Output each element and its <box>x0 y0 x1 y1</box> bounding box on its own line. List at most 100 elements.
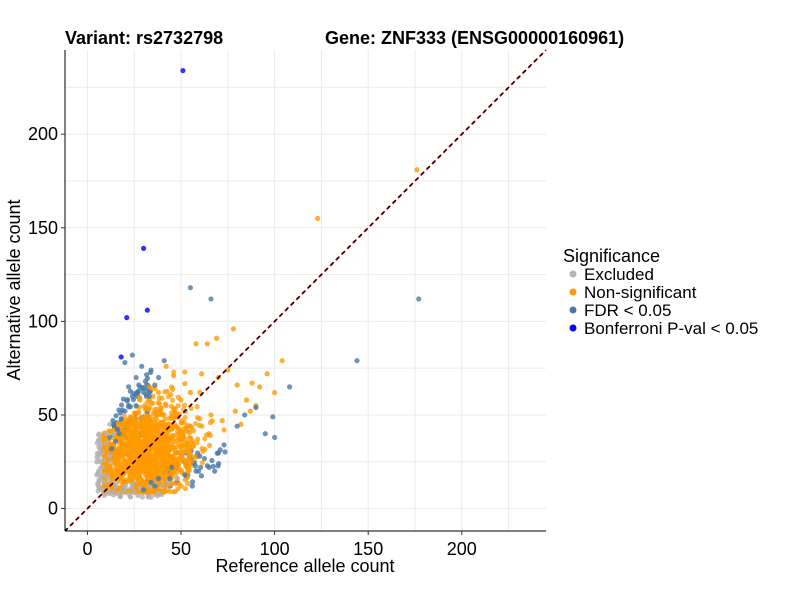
point-non-significant <box>114 468 121 474</box>
point-non-significant <box>153 441 159 447</box>
point-non-significant <box>175 441 182 448</box>
point-non-significant <box>197 416 203 422</box>
legend-title: Significance <box>563 246 660 266</box>
point-excluded <box>148 494 154 500</box>
point-non-significant <box>136 441 142 447</box>
point-non-significant <box>130 421 136 427</box>
point-non-significant <box>176 465 182 471</box>
point-fdr <box>270 414 276 420</box>
point-fdr <box>210 463 216 469</box>
point-non-significant <box>243 397 250 403</box>
point-non-significant <box>158 405 164 412</box>
point-fdr <box>137 384 143 390</box>
point-excluded <box>107 421 113 427</box>
point-non-significant <box>194 404 200 410</box>
point-excluded <box>126 490 132 497</box>
point-non-significant <box>257 384 263 390</box>
point-fdr <box>146 393 152 399</box>
point-non-significant <box>206 442 213 448</box>
point-non-significant <box>154 451 160 457</box>
legend-swatch <box>569 270 577 278</box>
point-non-significant <box>164 465 170 472</box>
point-non-significant <box>123 443 129 449</box>
point-fdr <box>133 403 139 409</box>
point-non-significant <box>163 403 169 409</box>
point-non-significant <box>119 440 125 446</box>
point-non-significant <box>155 389 162 396</box>
point-fdr <box>148 367 154 373</box>
point-excluded <box>96 453 102 459</box>
point-excluded <box>139 494 145 500</box>
point-non-significant <box>136 477 142 483</box>
point-fdr <box>190 479 196 485</box>
point-bonferroni <box>124 315 130 321</box>
reference-line <box>64 49 547 532</box>
point-non-significant <box>169 384 175 390</box>
point-fdr <box>133 374 139 381</box>
point-non-significant <box>112 461 118 467</box>
point-excluded <box>122 483 128 489</box>
point-excluded <box>174 475 180 482</box>
x-tick-label: 150 <box>353 539 383 559</box>
point-fdr <box>142 378 149 384</box>
point-excluded <box>122 487 128 493</box>
x-axis-label: Reference allele count <box>215 556 394 576</box>
point-non-significant <box>140 467 146 473</box>
point-fdr <box>113 413 119 419</box>
y-tick-label: 150 <box>28 218 58 238</box>
point-non-significant <box>169 433 175 439</box>
point-excluded <box>99 464 106 470</box>
point-fdr <box>197 453 203 459</box>
point-non-significant <box>185 440 191 446</box>
point-fdr <box>272 434 278 441</box>
point-non-significant <box>184 458 190 464</box>
point-excluded <box>96 483 102 489</box>
point-bonferroni <box>141 245 147 251</box>
point-non-significant <box>181 402 188 408</box>
point-non-significant <box>176 481 182 487</box>
point-non-significant <box>163 439 169 445</box>
y-tick-label: 200 <box>28 124 58 144</box>
point-non-significant <box>234 382 240 388</box>
point-non-significant <box>144 400 150 406</box>
point-non-significant <box>142 404 149 411</box>
point-non-significant <box>133 469 139 475</box>
point-fdr <box>152 483 158 489</box>
point-non-significant <box>176 461 182 467</box>
point-fdr <box>217 447 223 453</box>
point-non-significant <box>199 371 205 377</box>
point-fdr <box>167 475 173 482</box>
point-non-significant <box>213 335 220 341</box>
point-non-significant <box>175 403 181 409</box>
point-fdr <box>129 352 135 358</box>
point-non-significant <box>113 450 119 456</box>
point-non-significant <box>109 476 116 482</box>
point-non-significant <box>199 460 206 466</box>
point-non-significant <box>162 416 168 422</box>
point-non-significant <box>167 489 173 495</box>
point-fdr <box>124 396 131 403</box>
point-excluded <box>97 475 104 482</box>
point-non-significant <box>137 462 143 468</box>
point-non-significant <box>149 461 155 467</box>
point-non-significant <box>187 389 193 396</box>
point-fdr <box>141 389 147 396</box>
point-non-significant <box>264 371 270 377</box>
point-non-significant <box>168 392 174 398</box>
point-fdr <box>222 449 228 455</box>
y-axis-ticks: 0 50 100 150 200 <box>28 124 65 519</box>
point-non-significant <box>169 397 176 403</box>
point-non-significant <box>208 412 214 418</box>
point-non-significant <box>182 369 188 375</box>
point-fdr <box>212 468 218 474</box>
point-fdr <box>141 487 147 493</box>
point-fdr <box>126 403 132 409</box>
point-non-significant <box>204 341 210 347</box>
point-fdr <box>182 472 188 478</box>
point-non-significant <box>169 426 175 432</box>
point-non-significant <box>137 397 143 403</box>
point-non-significant <box>170 373 177 379</box>
point-excluded <box>155 490 162 497</box>
point-non-significant <box>124 479 131 485</box>
point-non-significant <box>140 421 146 428</box>
